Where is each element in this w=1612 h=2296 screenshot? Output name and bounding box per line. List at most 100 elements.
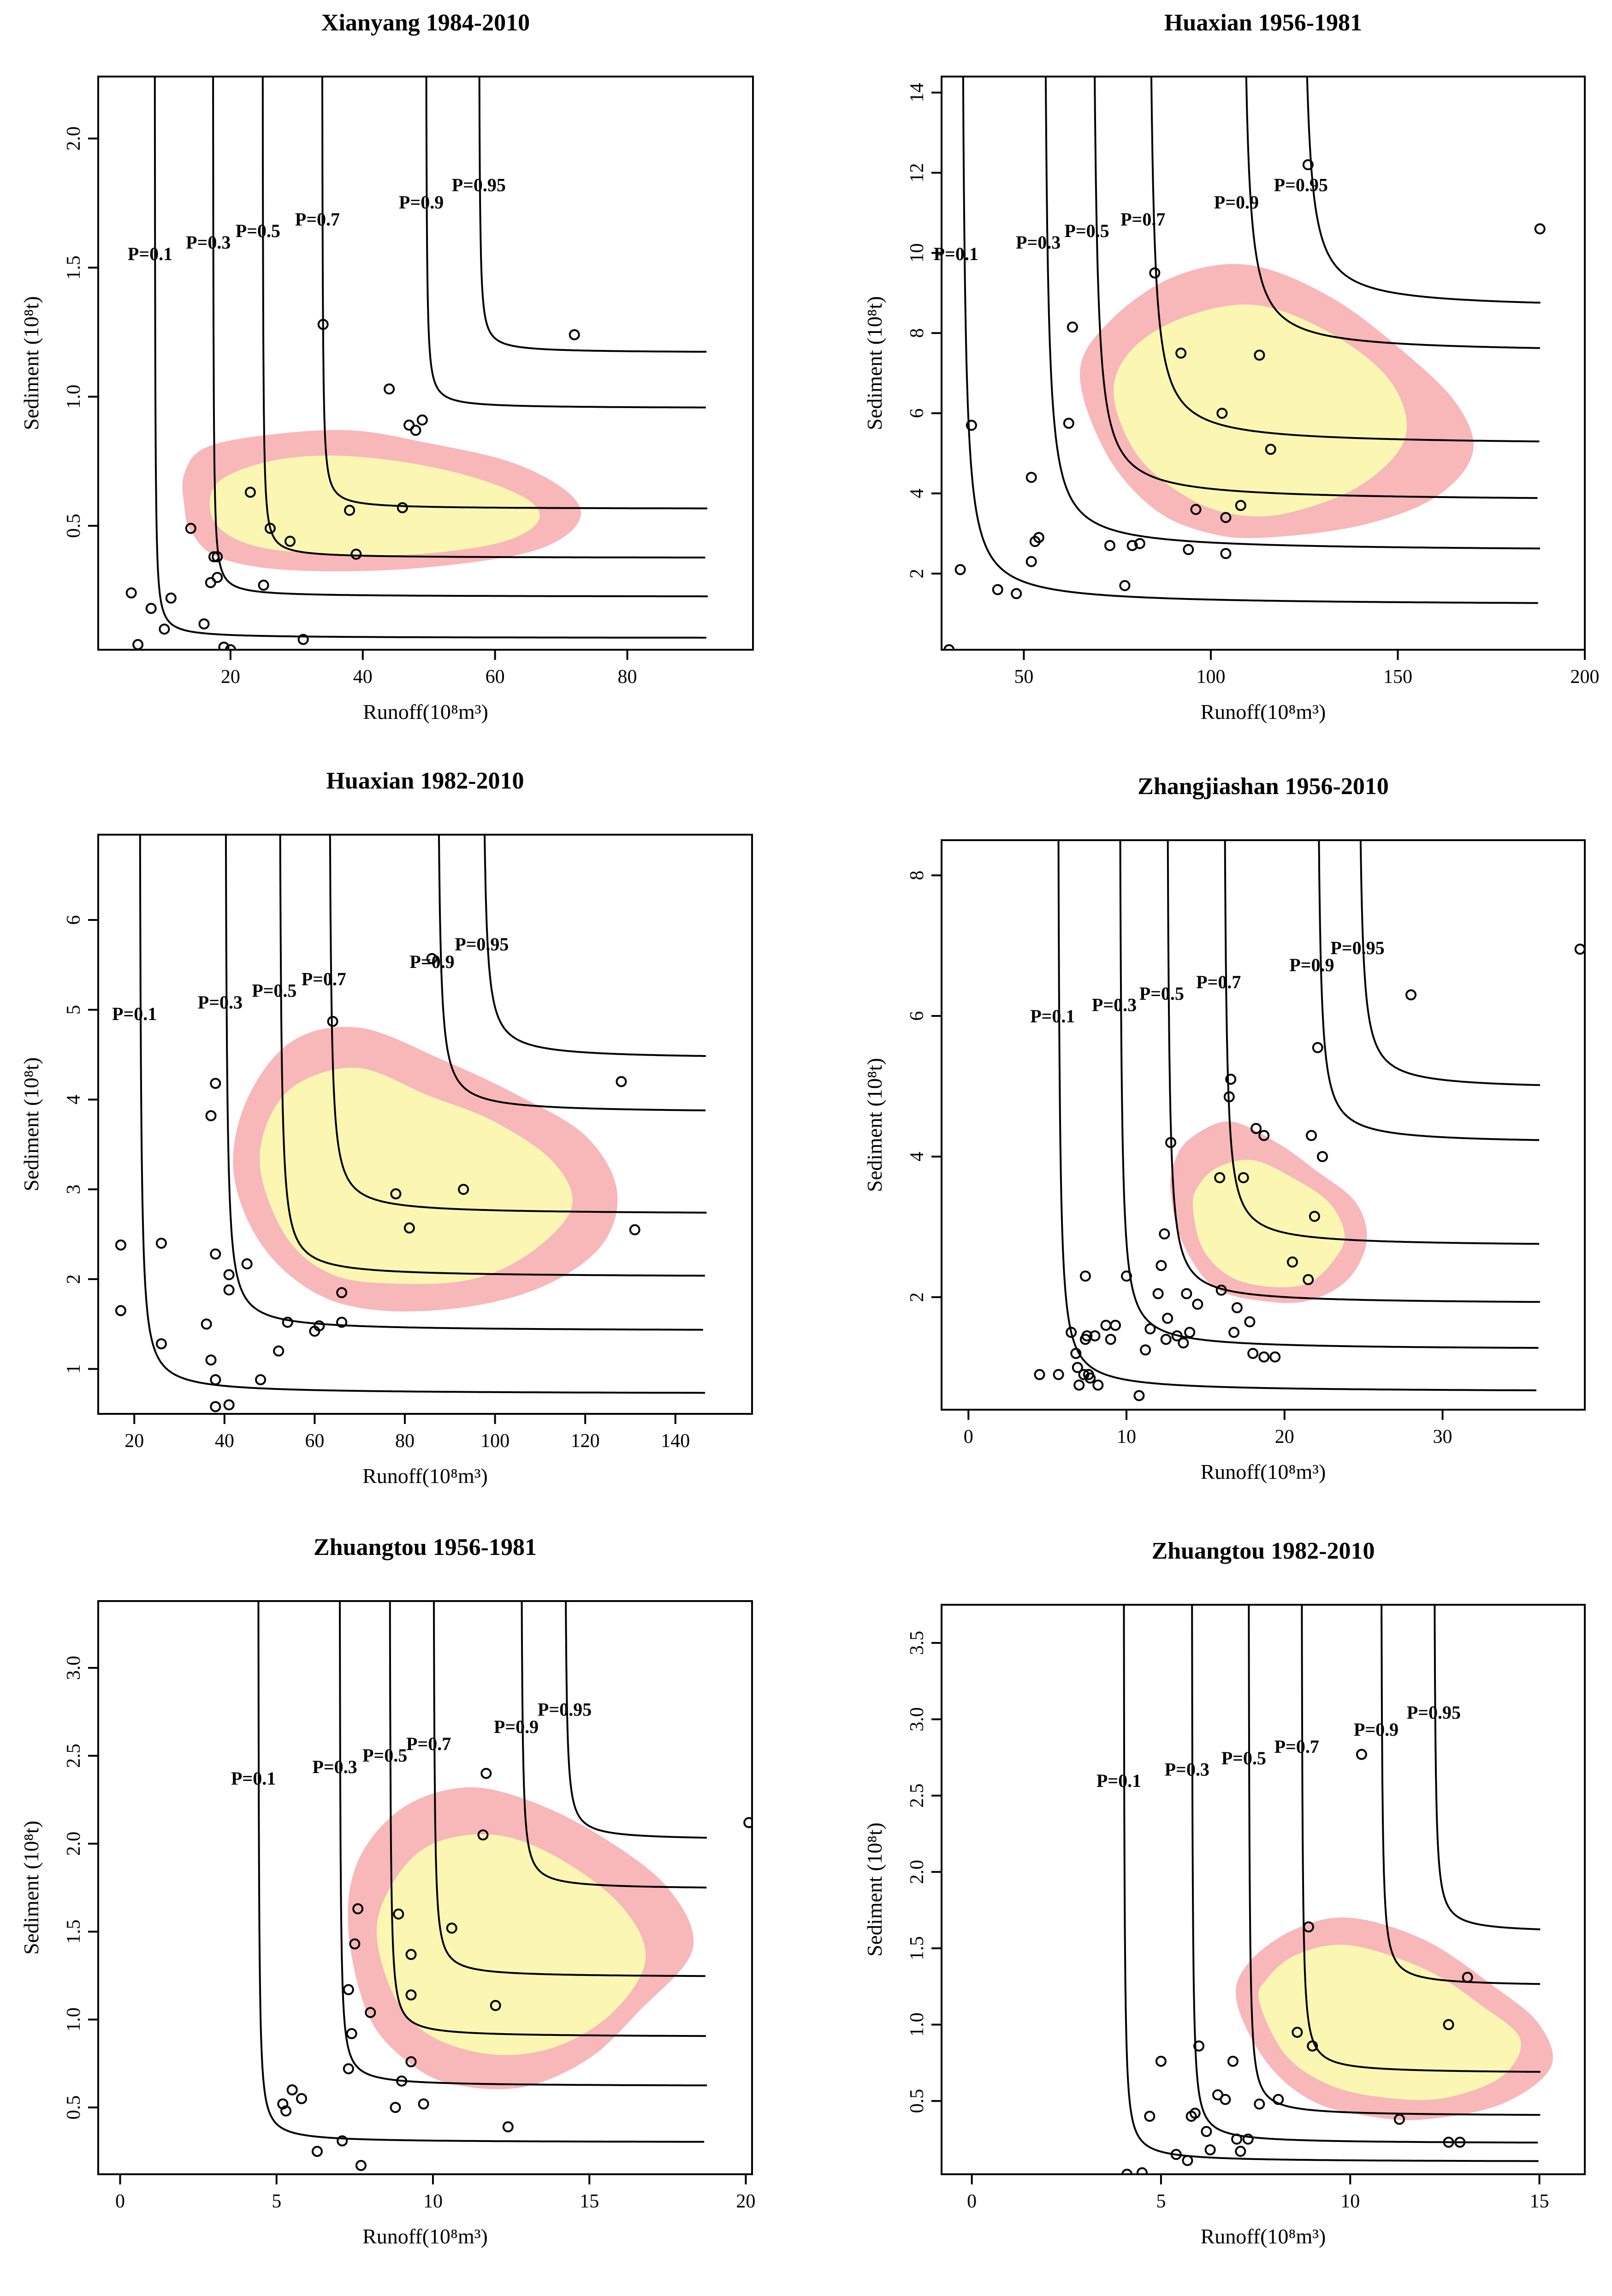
data-point: [311, 2146, 323, 2157]
data-point: [155, 1338, 167, 1350]
data-point: [273, 1345, 284, 1357]
contour-label: P=0.1: [1096, 1770, 1141, 1791]
contour-line: [1167, 840, 1540, 1303]
x-tick-label: 20: [736, 2191, 755, 2212]
contour-label: P=0.5: [252, 980, 296, 1001]
contour-label: P=0.7: [1274, 1736, 1319, 1757]
contour-line: [1434, 1605, 1541, 1930]
data-point: [205, 1354, 217, 1366]
data-point: [1155, 2056, 1167, 2067]
chart-title: Xianyang 1984-2010: [321, 10, 530, 36]
data-point: [418, 2098, 429, 2110]
data-point: [1016, 1412, 1025, 1421]
contour-label: P=0.9: [494, 1716, 539, 1737]
data-point: [1066, 1327, 1077, 1338]
data-point: [350, 548, 362, 560]
data-point: [244, 486, 256, 498]
data-point: [1033, 532, 1044, 543]
data-point: [1190, 504, 1202, 515]
contour-label: P=0.7: [295, 209, 340, 230]
data-point: [1254, 2098, 1265, 2110]
data-point: [992, 584, 1003, 595]
data-point: [317, 319, 329, 330]
data-point: [954, 564, 966, 575]
data-point: [1134, 538, 1145, 549]
data-point: [1156, 1260, 1167, 1271]
y-tick-label: 3.0: [907, 1707, 928, 1732]
data-point: [1011, 588, 1022, 599]
contour-label: P=0.9: [399, 192, 444, 213]
region-inner: [1114, 304, 1407, 517]
data-point: [1100, 1320, 1112, 1331]
data-point: [1215, 1284, 1227, 1296]
data-point: [343, 2063, 354, 2075]
contour-line: [339, 1601, 707, 2087]
data-point: [223, 1284, 235, 1296]
data-point: [1574, 943, 1585, 955]
x-tick-label: 40: [215, 1430, 234, 1452]
y-tick-label: 0.5: [63, 2095, 84, 2120]
data-point: [1286, 1256, 1298, 1268]
contour-line: [1057, 840, 1536, 1391]
data-point: [349, 1938, 361, 1950]
contour-line: [1306, 77, 1541, 304]
x-tick-label: 120: [571, 1430, 600, 1452]
data-point: [426, 953, 438, 964]
data-point: [1462, 1971, 1473, 1983]
contour-label: P=0.5: [1221, 1748, 1266, 1768]
contour-label: P=0.7: [302, 969, 346, 990]
data-point: [1189, 2107, 1201, 2119]
data-point: [208, 551, 219, 563]
x-tick-label: 5: [1156, 2191, 1166, 2212]
data-point: [258, 580, 269, 591]
data-point: [1231, 2133, 1243, 2145]
contour-line: [565, 1601, 707, 1839]
data-point: [210, 1078, 221, 1089]
data-point: [198, 618, 210, 629]
y-tick-label: 10: [907, 243, 928, 262]
data-point: [212, 572, 223, 583]
y-axis-label: Sediment (10⁸t): [19, 1821, 43, 1955]
data-point: [218, 641, 230, 650]
contour-label: P=0.9: [1354, 1719, 1399, 1740]
contour-line: [1318, 840, 1540, 1141]
data-point: [1534, 223, 1546, 235]
y-axis-label: Sediment (10⁸t): [19, 1057, 43, 1192]
y-axis-label: Sediment (10⁸t): [863, 296, 886, 430]
contour-line: [139, 835, 705, 1394]
data-point: [1227, 2056, 1239, 2067]
region-inner: [376, 1834, 646, 2055]
data-point: [1136, 2167, 1148, 2174]
data-point: [1152, 1288, 1164, 1299]
contour-label: P=0.95: [538, 1699, 592, 1720]
data-point: [185, 522, 196, 534]
contour-label: P=0.7: [406, 1733, 451, 1754]
data-point: [1317, 1151, 1328, 1163]
chart-title: Huaxian 1956-1981: [1164, 10, 1362, 36]
data-point: [1171, 1330, 1183, 1341]
data-point: [210, 1248, 221, 1260]
contour-line: [212, 77, 708, 598]
data-point: [205, 1110, 217, 1121]
chart-title: Zhuangtou 1956-1981: [314, 1534, 537, 1560]
contour-label: P=0.9: [1214, 192, 1259, 213]
data-point: [1244, 1316, 1256, 1328]
contour-line: [1245, 77, 1540, 349]
data-point: [1159, 1228, 1170, 1240]
data-point: [966, 420, 977, 431]
contour-line: [154, 77, 706, 639]
contour-line: [389, 1601, 706, 2037]
data-point: [458, 1184, 469, 1195]
data-point: [1079, 1270, 1091, 1282]
data-point: [1182, 2155, 1193, 2166]
contour-label: P=0.5: [236, 220, 280, 241]
contour-label: P=0.3: [1165, 1759, 1209, 1780]
chart-title: Zhuangtou 1982-2010: [1152, 1538, 1375, 1564]
x-tick-label: 15: [580, 2191, 599, 2212]
contour-line: [1119, 840, 1539, 1349]
y-tick-label: 2.0: [907, 1860, 928, 1884]
x-axis-label: Runoff(10⁸m³): [1201, 1460, 1326, 1483]
x-tick-label: 20: [221, 666, 240, 688]
